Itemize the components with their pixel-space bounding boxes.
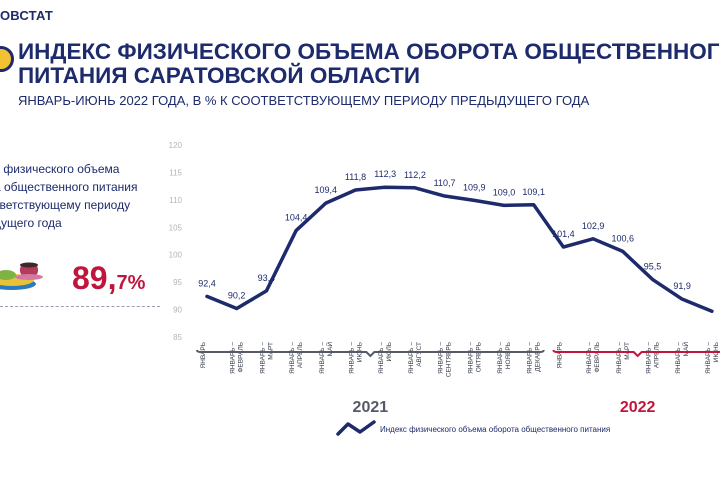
data-label: 109,9 (463, 182, 486, 192)
series-line (205, 185, 714, 313)
y-tick-label: 100 (169, 251, 183, 260)
side-line-1: с физического объема (0, 162, 120, 176)
x-tick-label: ЯНВАРЬ –МАЙ (675, 342, 690, 374)
brand-name: ОВСТАТ (0, 8, 54, 23)
year-bracket (552, 349, 720, 358)
year-label: 2021 (353, 399, 389, 416)
x-tick-label: ЯНВАРЬ –ИЮЛЬ (378, 342, 393, 374)
x-tick-label: ЯНВАРЬ –НОЯБРЬ (497, 342, 512, 374)
legend-line-icon (336, 420, 376, 436)
data-point (502, 203, 506, 207)
page-title: ИНДЕКС ФИЗИЧЕСКОГО ОБЪЕМА ОБОРОТА ОБЩЕСТ… (18, 40, 720, 88)
x-tick-label: ЯНВАРЬ –МАЙ (319, 342, 334, 374)
data-point (680, 297, 684, 301)
summary-value-fraction: 7% (116, 272, 146, 294)
summary-value-main: 89, (72, 260, 117, 296)
y-tick-label: 105 (169, 223, 183, 232)
title-line-1: ИНДЕКС ФИЗИЧЕСКОГО ОБЪЕМА ОБОРОТА ОБЩЕСТ… (18, 40, 720, 64)
data-point (710, 309, 714, 313)
y-tick-label: 110 (169, 196, 182, 205)
data-label: 95,5 (644, 261, 662, 271)
data-point (205, 294, 209, 298)
year-label: 2022 (620, 399, 656, 416)
data-label: 109,0 (493, 187, 516, 197)
side-divider (0, 306, 160, 307)
side-line-2: а общественного питания (0, 180, 138, 194)
x-tick-label: ЯНВАРЬ –ФЕВРАЛЬ (230, 342, 245, 374)
x-tick-label: ЯНВАРЬ –АПРЕЛЬ (289, 342, 304, 374)
data-label: 110,7 (434, 178, 456, 188)
side-line-4: дущего года (0, 216, 62, 230)
data-label: 112,3 (374, 169, 396, 179)
x-tick-label: ЯНВАРЬ –ФЕВРАЛЬ (586, 342, 601, 374)
x-tick-label: ЯНВАРЬ –ДЕКАБРЬ (527, 342, 542, 374)
data-label: 93,4 (258, 273, 276, 283)
x-tick-label: ЯНВАРЬ –ИЮНЬ (705, 342, 720, 374)
dishes-icon (0, 262, 43, 290)
x-tick-label: ЯНВАРЬ –МАРТ (616, 342, 631, 374)
side-description: с физического объема а общественного пит… (0, 160, 174, 232)
data-point (235, 306, 239, 310)
y-tick-label: 95 (173, 278, 182, 287)
data-point (472, 198, 476, 202)
x-tick-label: ЯНВАРЬ –АВГУСТ (408, 342, 423, 374)
data-point (413, 186, 417, 190)
data-label: 111,8 (345, 172, 366, 182)
x-tick-label: ЯНВАРЬ (200, 342, 207, 368)
data-point (532, 203, 536, 207)
data-label: 92,4 (198, 278, 216, 288)
x-tick-label: ЯНВАРЬ –МАРТ (259, 342, 274, 374)
logo-icon (0, 46, 14, 72)
data-label: 102,9 (582, 221, 605, 231)
y-tick-label: 120 (169, 141, 183, 150)
x-tick-label: ЯНВАРЬ –ОКТЯБРЬ (467, 342, 482, 374)
page-subtitle: ЯНВАРЬ-ИЮНЬ 2022 ГОДА, В % К СООТВЕТСТВУ… (18, 93, 590, 108)
summary-value: 89,7% (72, 260, 145, 297)
data-label: 109,1 (522, 187, 545, 197)
data-label: 100,6 (612, 233, 635, 243)
data-point (264, 289, 268, 293)
data-point (621, 249, 625, 253)
data-label: 90,2 (228, 290, 246, 300)
year-bracket (196, 349, 545, 358)
data-point (443, 194, 447, 198)
y-tick-label: 115 (169, 168, 182, 177)
x-tick-label: ЯНВАРЬ –АПРЕЛЬ (646, 342, 661, 374)
x-tick-label: ЯНВАРЬ (556, 342, 563, 368)
data-label: 109,4 (315, 185, 338, 195)
y-tick-label: 90 (173, 306, 182, 315)
data-point (354, 188, 357, 192)
x-tick-label: ЯНВАРЬ –ИЮНЬ (349, 342, 364, 374)
side-line-3: тветствующему периоду (0, 198, 131, 212)
legend-label: Индекс физического объема оборота общест… (380, 425, 611, 434)
data-point (383, 185, 387, 189)
data-label: 101,4 (552, 229, 575, 239)
data-label: 104,4 (285, 213, 308, 223)
x-tick-label: ЯНВАРЬ –СЕНТЯБРЬ (438, 342, 453, 378)
data-point (324, 201, 328, 205)
data-label: 91,9 (673, 281, 691, 291)
data-point (591, 237, 595, 241)
y-tick-label: 85 (173, 333, 182, 342)
data-point (561, 245, 565, 249)
data-label: 112,2 (404, 170, 426, 180)
title-line-2: ПИТАНИЯ САРАТОВСКОЙ ОБЛАСТИ (18, 63, 421, 88)
data-point (651, 277, 654, 281)
data-point (294, 229, 298, 233)
